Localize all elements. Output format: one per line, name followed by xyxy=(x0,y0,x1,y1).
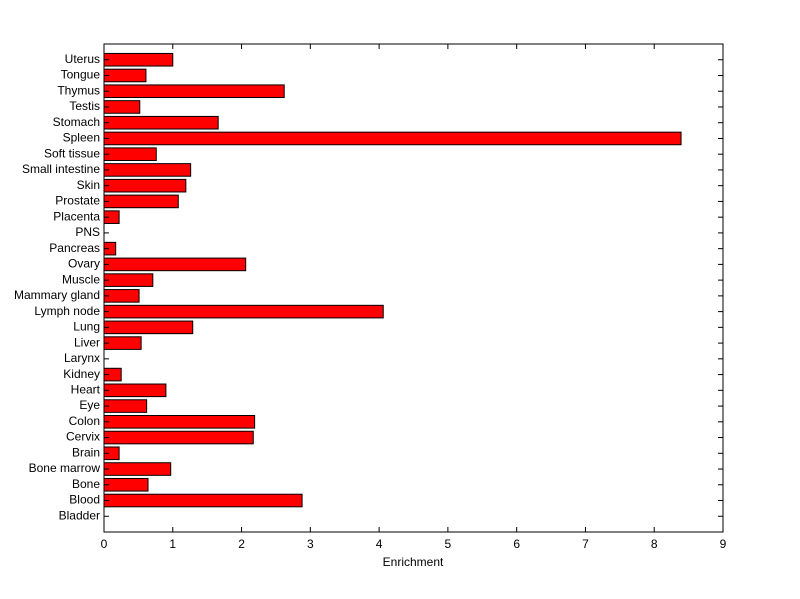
y-tick-label: Colon xyxy=(69,414,100,428)
x-axis-label: Enrichment xyxy=(383,555,444,569)
bar xyxy=(103,430,254,445)
bar xyxy=(103,273,154,287)
y-tick-label: Mammary gland xyxy=(14,288,100,302)
y-tick-label: Blood xyxy=(69,493,100,507)
bar xyxy=(103,462,172,476)
y-tick-label: Uterus xyxy=(65,52,100,66)
y-tick-label: Bone marrow xyxy=(29,461,101,475)
bar xyxy=(103,383,167,398)
bar xyxy=(103,399,148,413)
bar xyxy=(103,131,682,146)
y-tick-label: Spleen xyxy=(63,131,100,145)
bar xyxy=(103,493,303,508)
y-tick-label: Eye xyxy=(79,398,100,412)
x-tick-label: 6 xyxy=(513,537,520,551)
y-tick-label: PNS xyxy=(75,225,100,239)
y-tick-label: Heart xyxy=(71,382,101,396)
x-tick-label: 8 xyxy=(651,537,658,551)
bar xyxy=(103,320,194,335)
x-tick-label: 4 xyxy=(376,537,383,551)
bar xyxy=(103,115,219,130)
y-tick-label: Tongue xyxy=(61,68,101,82)
bar xyxy=(103,68,147,83)
bar xyxy=(103,336,142,350)
y-tick-label: Kidney xyxy=(63,367,100,381)
bar xyxy=(103,194,179,209)
x-tick-label: 7 xyxy=(582,537,589,551)
y-tick-label: Muscle xyxy=(62,272,100,286)
bar xyxy=(103,163,192,177)
y-tick-label: Small intestine xyxy=(22,162,100,176)
bar xyxy=(103,289,140,303)
bar xyxy=(103,415,256,429)
bar xyxy=(103,84,285,99)
y-tick-label: Stomach xyxy=(53,115,100,129)
y-tick-label: Ovary xyxy=(68,257,100,271)
bar xyxy=(103,147,157,161)
y-tick-label: Placenta xyxy=(53,209,100,223)
x-tick-label: 0 xyxy=(101,537,108,551)
y-tick-label: Thymus xyxy=(57,83,100,97)
bar xyxy=(103,257,247,272)
y-tick-label: Prostate xyxy=(55,194,100,208)
bar xyxy=(103,178,187,193)
x-tick-label: 9 xyxy=(720,537,727,551)
x-tick-label: 5 xyxy=(445,537,452,551)
x-tick-label: 3 xyxy=(307,537,314,551)
y-tick-label: Soft tissue xyxy=(44,146,100,160)
y-tick-label: Larynx xyxy=(64,351,100,365)
y-tick-label: Liver xyxy=(74,335,100,349)
y-tick-label: Brain xyxy=(72,445,100,459)
y-tick-label: Skin xyxy=(77,178,100,192)
y-tick-label: Lung xyxy=(73,320,100,334)
bar xyxy=(103,52,174,67)
y-tick-label: Cervix xyxy=(66,430,100,444)
bar xyxy=(103,304,384,319)
y-tick-label: Bone xyxy=(72,477,100,491)
plot-frame xyxy=(103,43,724,533)
y-tick-label: Lymph node xyxy=(34,304,100,318)
x-tick-label: 2 xyxy=(238,537,245,551)
y-tick-label: Bladder xyxy=(59,508,100,522)
bar xyxy=(103,477,149,492)
y-tick-label: Testis xyxy=(69,99,100,113)
y-tick-label: Pancreas xyxy=(49,241,100,255)
bar xyxy=(103,100,141,114)
x-tick-label: 1 xyxy=(169,537,176,551)
